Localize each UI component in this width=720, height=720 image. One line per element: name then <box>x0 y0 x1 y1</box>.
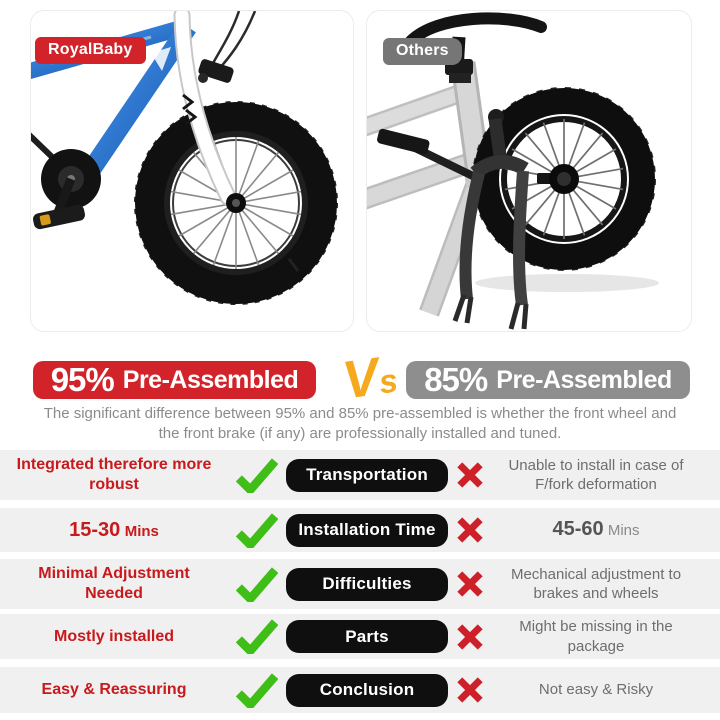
table-row-parts: Mostly installed Parts Might be missing … <box>0 614 720 659</box>
comparison-table: Integrated therefore more robust Transpo… <box>0 450 720 713</box>
category-pill: Installation Time <box>286 513 448 547</box>
check-icon <box>228 512 286 548</box>
check-icon <box>228 566 286 602</box>
cross-icon <box>448 517 492 543</box>
royalbaby-value: 15-30 Mins <box>69 518 159 541</box>
others-preassembled-label: Pre-Assembled <box>496 365 672 394</box>
category-pill: Transportation <box>286 458 448 492</box>
others-value: Not easy & Risky <box>538 681 654 699</box>
table-row-difficulties: Minimal Adjustment Needed Difficulties M… <box>0 559 720 609</box>
royalbaby-photo-panel <box>30 10 354 332</box>
table-row-transportation: Integrated therefore more robust Transpo… <box>0 450 720 500</box>
royalbaby-preassembled-banner: 95% Pre-Assembled <box>33 361 316 399</box>
category-pill: Difficulties <box>286 567 448 601</box>
others-value: Might be missing in the package <box>519 618 673 655</box>
cross-icon <box>448 571 492 597</box>
cross-icon <box>448 462 492 488</box>
difference-description: The significant difference between 95% a… <box>43 405 677 442</box>
others-value: Unable to install in case of F/fork defo… <box>508 456 684 493</box>
cross-icon <box>448 623 492 650</box>
others-preassembled-banner: 85% Pre-Assembled <box>406 361 690 399</box>
royalbaby-bike-illustration <box>31 11 338 305</box>
royalbaby-preassembled-label: Pre-Assembled <box>122 365 299 394</box>
check-icon <box>228 672 286 708</box>
royalbaby-percent: 95% <box>50 361 115 398</box>
table-row-conclusion: Easy & Reassuring Conclusion Not easy & … <box>0 667 720 713</box>
others-badge: Others <box>383 38 462 65</box>
table-row-installation-time: 15-30 Mins Installation Time 45-60 Mins <box>0 508 720 552</box>
category-pill: Conclusion <box>286 673 448 707</box>
royalbaby-value: Integrated therefore more robust <box>16 456 212 493</box>
check-icon <box>228 619 286 654</box>
cross-icon <box>448 677 492 703</box>
royalbaby-value: Easy & Reassuring <box>41 681 187 698</box>
royalbaby-value: Mostly installed <box>53 627 175 645</box>
check-icon <box>228 457 286 493</box>
others-value: Mechanical adjustment to brakes and whee… <box>510 565 682 602</box>
royalbaby-value: Minimal Adjustment Needed <box>38 565 190 602</box>
others-value: 45-60 Mins <box>552 518 640 541</box>
others-bike-illustration <box>367 12 659 330</box>
others-percent: 85% <box>424 361 488 398</box>
category-pill: Parts <box>286 620 448 653</box>
royalbaby-badge: RoyalBaby <box>35 37 146 64</box>
